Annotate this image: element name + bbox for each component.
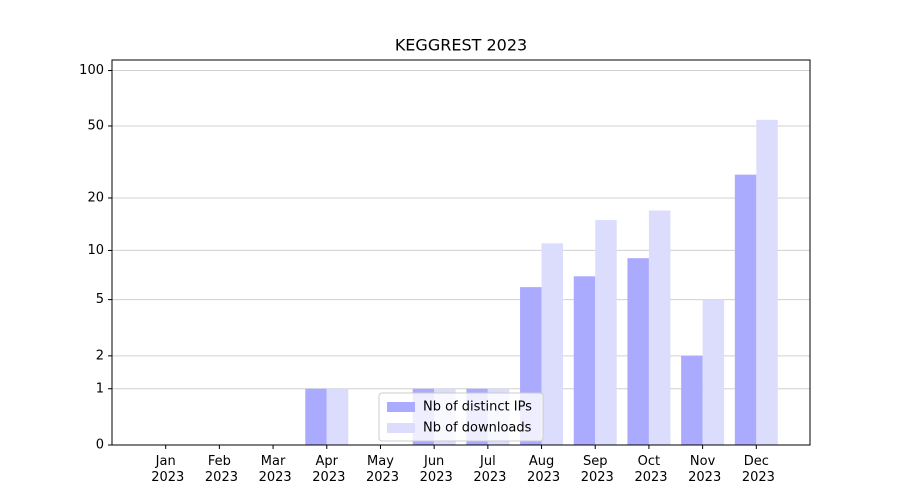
bar	[627, 258, 649, 445]
x-tick-label: Jan 2023	[147, 454, 184, 485]
x-tick-label: Apr 2023	[308, 454, 345, 485]
bar	[326, 388, 349, 445]
y-tick-label: 100	[79, 63, 104, 78]
legend-frame	[378, 392, 544, 442]
plot-frame	[111, 59, 811, 446]
bar	[681, 355, 703, 445]
y-tick-label: 10	[87, 243, 104, 258]
bar	[573, 276, 596, 445]
x-tick-label: Oct 2023	[630, 454, 667, 485]
bar	[756, 119, 778, 445]
x-tick-label: Mar 2023	[254, 454, 291, 485]
bar	[702, 299, 725, 445]
legend-label: Nb of downloads	[423, 421, 532, 436]
legend-swatch	[387, 423, 415, 433]
legend-label: Nb of distinct IPs	[423, 400, 532, 415]
bar	[595, 220, 617, 445]
y-tick-label: 0	[96, 438, 104, 453]
x-tick-label: Jun 2023	[416, 454, 453, 485]
bar	[305, 388, 327, 445]
bar	[648, 210, 671, 445]
x-tick-label: Sep 2023	[577, 454, 614, 485]
y-tick-label: 20	[87, 190, 104, 205]
y-tick-label: 1	[96, 381, 104, 396]
x-tick-label: May 2023	[362, 454, 399, 485]
x-tick-label: Nov 2023	[684, 454, 721, 485]
x-tick-label: Dec 2023	[738, 454, 775, 485]
bar	[734, 174, 757, 445]
x-tick-label: Aug 2023	[523, 454, 560, 485]
y-tick-label: 50	[87, 118, 104, 133]
legend-swatch	[387, 402, 415, 412]
x-tick-label: Jul 2023	[469, 454, 506, 485]
bar	[541, 243, 564, 445]
y-tick-label: 5	[96, 292, 104, 307]
x-tick-label: Feb 2023	[201, 454, 238, 485]
legend: Nb of distinct IPs Nb of downloads	[378, 392, 544, 442]
chart-title: KEGGREST 2023	[395, 36, 527, 55]
y-tick-label: 2	[96, 348, 104, 363]
